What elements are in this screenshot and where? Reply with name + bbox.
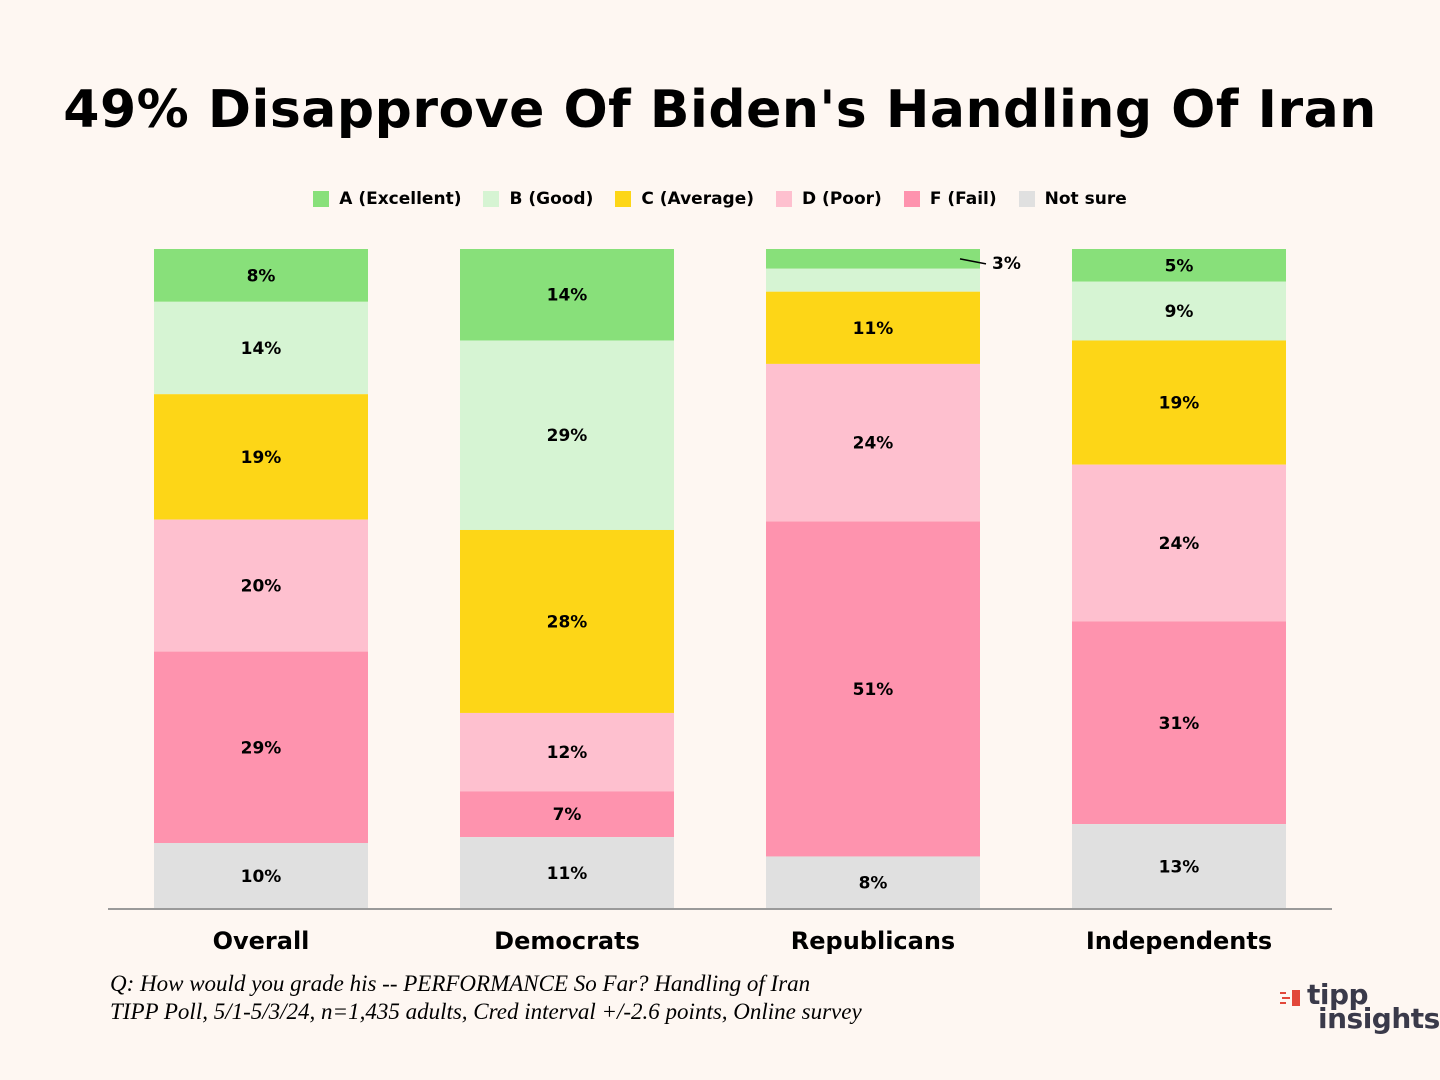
- legend-label: A (Excellent): [339, 189, 462, 209]
- data-label: 20%: [241, 577, 282, 597]
- legend-item: C (Average): [615, 189, 754, 209]
- bar-segment: [1072, 621, 1286, 825]
- data-label: 12%: [547, 743, 588, 763]
- chart-legend: A (Excellent) B (Good) C (Average) D (Poor)…: [0, 189, 1440, 209]
- bar-segment: [460, 249, 674, 341]
- data-label: 5%: [1165, 256, 1194, 276]
- bar-segment: [460, 791, 674, 838]
- data-label: 11%: [547, 864, 588, 884]
- legend-swatch: [903, 191, 920, 207]
- category-label: Republicans: [791, 927, 955, 955]
- legend-item: A (Excellent): [313, 189, 461, 209]
- legend-item: F (Fail): [903, 189, 997, 209]
- legend-item: B (Good): [483, 189, 593, 209]
- bar-segment: [766, 249, 980, 269]
- category-label: Democrats: [494, 927, 640, 955]
- chart-title: 49% Disapprove Of Biden's Handling Of Ir…: [63, 80, 1377, 140]
- bar-segment: [154, 843, 368, 909]
- bar-segment: [460, 529, 674, 713]
- category-label: Independents: [1086, 927, 1272, 955]
- legend-swatch: [1018, 191, 1035, 207]
- bar-segment: [766, 363, 980, 522]
- logo-line1: tipp: [1307, 978, 1369, 1011]
- bar-segment: [460, 837, 674, 909]
- bar-segment: [154, 249, 368, 302]
- logo-line2: insights: [1318, 1002, 1440, 1035]
- annotation-leader: [959, 258, 987, 265]
- tipp-insights-logo: tipp insights: [1280, 978, 1440, 1036]
- data-label: 31%: [1159, 714, 1200, 734]
- data-label: 29%: [241, 738, 282, 758]
- bar-segment: [766, 291, 980, 364]
- legend-label: C (Average): [641, 189, 755, 209]
- bar-segment: [1072, 824, 1286, 909]
- bar-segment: [154, 394, 368, 520]
- data-label: 28%: [547, 612, 588, 632]
- legend-swatch: [615, 191, 632, 207]
- bar-segment: [1072, 340, 1286, 465]
- data-label: 8%: [247, 266, 276, 286]
- bar-segment: [766, 856, 980, 909]
- data-label: 14%: [547, 286, 588, 306]
- data-label: 51%: [853, 680, 894, 700]
- bar-segment: [1072, 281, 1286, 341]
- bar-segment: [1072, 249, 1286, 282]
- data-label: 24%: [1159, 534, 1200, 554]
- data-label: 24%: [853, 434, 894, 454]
- legend-swatch: [776, 191, 793, 207]
- legend-item: D (Poor): [776, 189, 882, 209]
- bar-segment: [1072, 464, 1286, 622]
- footnote: Q: How would you grade his -- PERFORMANC…: [110, 970, 862, 1026]
- bar-segment: [766, 521, 980, 857]
- legend-swatch: [313, 191, 330, 207]
- logo-mark-icon: [1280, 990, 1300, 1006]
- bar-segment: [766, 268, 980, 292]
- bar-segment: [154, 519, 368, 652]
- legend-label: Not sure: [1044, 189, 1127, 209]
- data-label: 19%: [241, 448, 282, 468]
- data-label: 8%: [859, 874, 888, 894]
- annotation-label: 3%: [992, 254, 1021, 274]
- category-label: Overall: [213, 927, 310, 955]
- legend-label: F (Fail): [929, 189, 997, 209]
- bar-segment: [460, 712, 674, 792]
- legend-label: D (Poor): [802, 189, 882, 209]
- legend-label: B (Good): [509, 189, 594, 209]
- data-label: 13%: [1159, 858, 1200, 878]
- legend-item: Not sure: [1018, 189, 1127, 209]
- bar-segment: [154, 301, 368, 395]
- data-label: 29%: [547, 426, 588, 446]
- data-label: 9%: [1165, 302, 1194, 322]
- data-label: 14%: [241, 339, 282, 359]
- data-label: 19%: [1159, 394, 1200, 414]
- footnote-question: Q: How would you grade his -- PERFORMANC…: [110, 971, 811, 996]
- bar-segment: [460, 340, 674, 530]
- data-label: 10%: [241, 867, 282, 887]
- legend-swatch: [483, 191, 500, 207]
- footnote-source: TIPP Poll, 5/1-5/3/24, n=1,435 adults, C…: [110, 999, 862, 1024]
- data-label: 11%: [853, 319, 894, 339]
- data-label: 7%: [553, 805, 582, 825]
- bar-segment: [154, 651, 368, 843]
